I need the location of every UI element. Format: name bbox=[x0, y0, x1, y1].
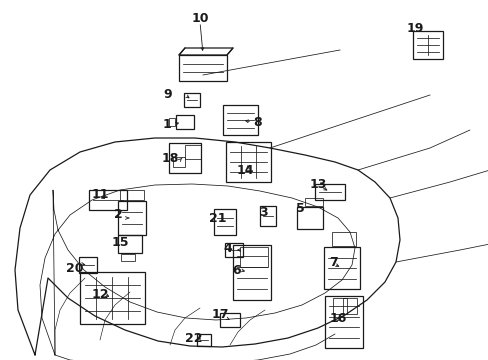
Text: 9: 9 bbox=[163, 89, 172, 102]
Bar bbox=[176, 115, 194, 129]
Bar bbox=[173, 157, 184, 167]
Text: 10: 10 bbox=[191, 12, 208, 24]
Bar bbox=[120, 190, 143, 200]
Bar bbox=[214, 209, 236, 235]
Text: 20: 20 bbox=[66, 261, 83, 274]
Text: 11: 11 bbox=[91, 189, 108, 202]
Bar bbox=[296, 207, 323, 229]
Bar bbox=[183, 93, 200, 107]
Text: 6: 6 bbox=[232, 264, 241, 276]
Text: 12: 12 bbox=[91, 288, 108, 302]
Bar bbox=[80, 272, 144, 324]
Text: 19: 19 bbox=[406, 22, 423, 35]
Text: 8: 8 bbox=[253, 116, 262, 129]
Bar bbox=[222, 105, 257, 135]
Bar bbox=[260, 206, 275, 226]
Bar bbox=[169, 118, 175, 126]
Bar bbox=[89, 190, 127, 210]
Bar bbox=[325, 296, 362, 348]
Bar bbox=[118, 201, 146, 235]
Bar bbox=[79, 257, 97, 273]
Bar bbox=[412, 31, 442, 59]
Bar bbox=[220, 313, 240, 327]
Bar bbox=[118, 235, 142, 253]
Bar bbox=[225, 142, 270, 182]
Text: 17: 17 bbox=[211, 309, 228, 321]
Bar bbox=[331, 232, 355, 246]
Bar bbox=[169, 143, 201, 173]
Text: 2: 2 bbox=[113, 208, 122, 221]
Text: 18: 18 bbox=[161, 152, 178, 165]
Text: 14: 14 bbox=[236, 163, 253, 176]
Bar bbox=[232, 244, 270, 300]
Text: 16: 16 bbox=[328, 311, 346, 324]
Text: 15: 15 bbox=[111, 235, 128, 248]
Text: 1: 1 bbox=[163, 118, 171, 131]
Bar bbox=[305, 198, 323, 206]
Bar bbox=[121, 253, 135, 261]
Bar bbox=[224, 243, 243, 257]
Bar bbox=[314, 184, 345, 200]
Text: 5: 5 bbox=[295, 202, 304, 215]
Bar bbox=[240, 247, 267, 266]
Text: 3: 3 bbox=[258, 206, 267, 219]
Text: 4: 4 bbox=[223, 242, 232, 255]
Bar bbox=[324, 247, 359, 289]
Text: 22: 22 bbox=[185, 332, 203, 345]
Bar bbox=[184, 145, 201, 159]
Bar bbox=[197, 334, 210, 346]
Bar bbox=[342, 298, 356, 314]
Bar bbox=[179, 55, 226, 81]
Text: 7: 7 bbox=[328, 256, 337, 269]
Bar bbox=[332, 298, 346, 314]
Text: 21: 21 bbox=[209, 211, 226, 225]
Text: 13: 13 bbox=[309, 179, 326, 192]
